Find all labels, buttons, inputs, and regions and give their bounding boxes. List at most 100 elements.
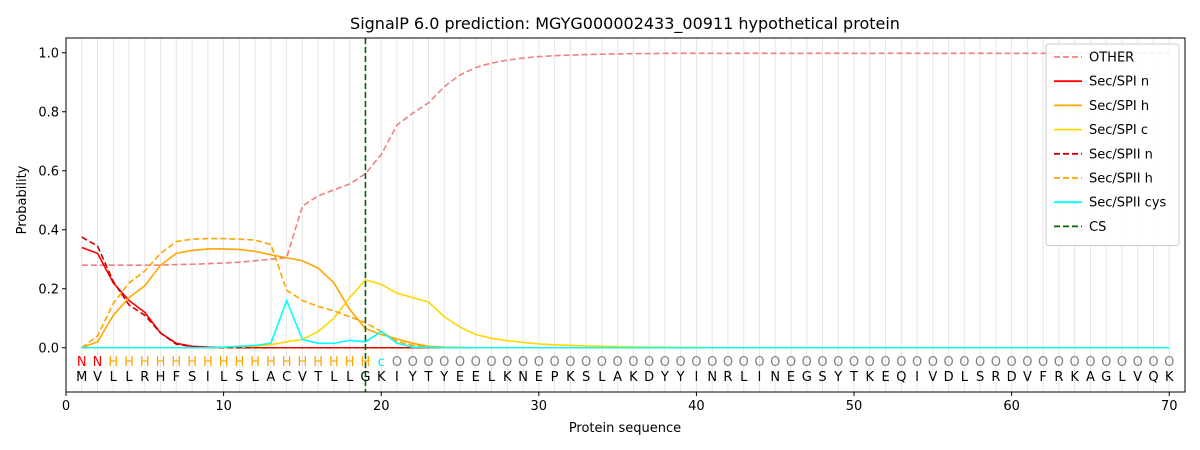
annotation-label: O (502, 355, 512, 370)
y-tick-label: 0.0 (38, 341, 59, 356)
residue-label: V (93, 370, 102, 385)
annotation-label: H (282, 355, 292, 370)
annotation-label: H (361, 355, 371, 370)
y-axis: 0.00.20.40.60.81.0 (38, 46, 66, 356)
annotation-label: O (896, 355, 906, 370)
series-line-sec-spi-n (82, 247, 1169, 347)
residue-label: S (235, 370, 243, 385)
annotation-label: H (298, 355, 308, 370)
residue-label: K (1070, 370, 1079, 385)
residue-label: R (140, 370, 149, 385)
annotation-label: H (203, 355, 213, 370)
residue-label: I (915, 370, 919, 385)
annotation-label: O (660, 355, 670, 370)
series-line-sec-spii-h (82, 239, 1169, 348)
annotation-label: O (1133, 355, 1143, 370)
x-tick-label: 20 (373, 399, 390, 414)
residue-label: V (298, 370, 307, 385)
annotation-label: H (329, 355, 339, 370)
annotation-label: H (124, 355, 134, 370)
annotation-label: O (439, 355, 449, 370)
annotation-label: O (739, 355, 749, 370)
residue-label: L (220, 370, 228, 385)
residue-label: T (849, 370, 858, 385)
residue-label: M (76, 370, 87, 385)
residue-label: N (707, 370, 717, 385)
legend-label: Sec/SPII h (1089, 172, 1153, 187)
annotation-label: O (1101, 355, 1111, 370)
annotation-label: N (93, 355, 103, 370)
residue-label: Y (439, 370, 448, 385)
residue-label: S (976, 370, 984, 385)
annotation-label: O (1148, 355, 1158, 370)
annotation-label: H (250, 355, 260, 370)
annotation-label: O (565, 355, 575, 370)
annotation-label: H (219, 355, 229, 370)
residue-label: Q (896, 370, 906, 385)
series-line-other (82, 53, 1169, 265)
residue-label: V (1023, 370, 1032, 385)
y-tick-label: 0.4 (38, 223, 59, 238)
annotation-label: O (581, 355, 591, 370)
residue-label: V (928, 370, 937, 385)
annotation-label: O (817, 355, 827, 370)
residue-label: I (395, 370, 399, 385)
residue-label: Y (833, 370, 842, 385)
residue-label: Y (408, 370, 417, 385)
residue-label: L (346, 370, 354, 385)
x-axis: 0 10 20 30 40 50 60 70 (62, 392, 1178, 414)
residue-label: L (110, 370, 118, 385)
residue-label: K (629, 370, 638, 385)
residue-label: A (613, 370, 622, 385)
chart-title: SignalP 6.0 prediction: MGYG000002433_00… (350, 14, 900, 34)
annotation-label: O (676, 355, 686, 370)
series-line-sec-spii-n (82, 237, 1169, 348)
annotation-label: O (880, 355, 890, 370)
residue-label: H (156, 370, 166, 385)
annotation-label: O (786, 355, 796, 370)
legend-label: Sec/SPI c (1089, 123, 1148, 138)
annotation-label: O (392, 355, 402, 370)
residue-label: C (282, 370, 291, 385)
annotation-label: H (234, 355, 244, 370)
annotation-label: O (1117, 355, 1127, 370)
residue-label: V (1133, 370, 1142, 385)
annotation-label: O (691, 355, 701, 370)
residue-label: L (740, 370, 748, 385)
annotation-label: O (1038, 355, 1048, 370)
residue-label: K (377, 370, 386, 385)
legend-label: Sec/SPI h (1089, 99, 1149, 114)
annotation-label: O (644, 355, 654, 370)
plot-frame (66, 38, 1185, 392)
residue-label: A (1086, 370, 1095, 385)
series-line-sec-spi-c (82, 280, 1169, 348)
annotation-label: O (597, 355, 607, 370)
residue-label: E (787, 370, 795, 385)
residue-label: K (566, 370, 575, 385)
x-tick-label: 50 (846, 399, 863, 414)
residue-label: L (330, 370, 338, 385)
residue-label: N (518, 370, 528, 385)
annotation-label: O (471, 355, 481, 370)
legend-label: CS (1089, 220, 1106, 235)
legend-label: OTHER (1089, 51, 1134, 66)
annotation-label: O (943, 355, 953, 370)
residue-label: A (266, 370, 275, 385)
residue-label: L (488, 370, 496, 385)
residue-label: L (125, 370, 133, 385)
residue-label: D (944, 370, 954, 385)
residue-label: S (188, 370, 196, 385)
annotation-label: O (1070, 355, 1080, 370)
residue-label: R (1054, 370, 1063, 385)
annotation-label: O (770, 355, 780, 370)
annotation-label: O (707, 355, 717, 370)
residue-label: S (818, 370, 826, 385)
residue-label: K (866, 370, 875, 385)
residue-label: G (802, 370, 812, 385)
residue-label: N (770, 370, 780, 385)
annotation-label: O (423, 355, 433, 370)
y-tick-label: 1.0 (38, 46, 59, 61)
annotation-label: O (1022, 355, 1032, 370)
